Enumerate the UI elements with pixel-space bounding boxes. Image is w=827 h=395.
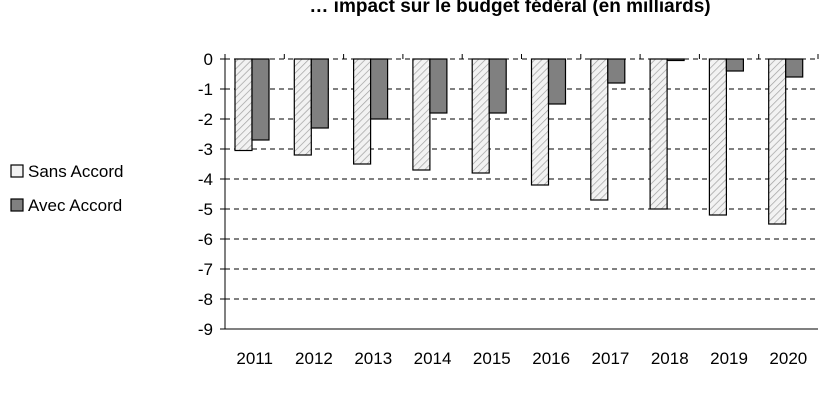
y-tick-label: -2 (198, 110, 213, 129)
bar-sans-accord-2017 (590, 58, 609, 201)
bar-avec-accord-2013 (370, 58, 389, 120)
bar-avec-accord-2020 (785, 58, 804, 78)
bar-sans-accord-2020 (768, 58, 787, 225)
x-tick-label: 2012 (295, 349, 333, 368)
bar-sans-accord-2011 (234, 58, 253, 152)
axes: 0 -1 -2 -3 -4 -5 -6 -7 -8 -9 2011 2012 2013 2014 2015 2… (198, 50, 819, 368)
y-tick-label: -1 (198, 80, 213, 99)
chart-title: … impact sur le budget fédéral (en milli… (309, 0, 710, 17)
bar-avec-accord-2016 (547, 58, 567, 105)
bar-sans-accord-2013 (353, 58, 372, 165)
bar-avec-accord-2012 (310, 58, 329, 129)
x-tick-label: 2011 (236, 349, 273, 368)
bar-avec-accord-2015 (488, 58, 507, 114)
legend-swatch-sans-accord (10, 164, 24, 178)
y-tick-label: -7 (198, 260, 213, 279)
y-tick-label: 0 (204, 50, 213, 69)
bars (234, 58, 804, 225)
y-tick-label: -9 (198, 320, 213, 339)
x-tick-label: 2013 (354, 349, 392, 368)
bar-sans-accord-2018 (649, 58, 668, 210)
bar-avec-accord-2018 (666, 58, 685, 62)
x-tick-label: 2014 (414, 349, 452, 368)
legend-label-sans-accord: Sans Accord (28, 162, 123, 181)
y-tick-label: -8 (198, 290, 213, 309)
bar-sans-accord-2014 (412, 58, 431, 171)
bar-avec-accord-2011 (251, 58, 270, 141)
legend-label-avec-accord: Avec Accord (28, 196, 122, 215)
legend: Sans Accord Avec Accord (10, 162, 123, 215)
y-tick-label: -5 (198, 200, 213, 219)
x-tick-label: 2018 (651, 349, 689, 368)
bar-sans-accord-2019 (708, 58, 728, 216)
bar-sans-accord-2016 (530, 58, 550, 186)
x-tick-label: 2016 (532, 349, 570, 368)
bar-sans-accord-2015 (471, 58, 490, 174)
bar-avec-accord-2019 (725, 58, 745, 72)
bar-avec-accord-2017 (607, 58, 626, 84)
y-tick-label: -4 (198, 170, 213, 189)
legend-swatch-avec-accord (10, 198, 24, 212)
x-tick-label: 2020 (769, 349, 807, 368)
x-tick-label: 2015 (473, 349, 511, 368)
bar-sans-accord-2012 (293, 58, 312, 156)
y-tick-label: -6 (198, 230, 213, 249)
bar-avec-accord-2014 (429, 58, 448, 114)
x-tick-label: 2017 (592, 349, 630, 368)
x-tick-label: 2019 (710, 349, 748, 368)
y-tick-label: -3 (198, 140, 213, 159)
